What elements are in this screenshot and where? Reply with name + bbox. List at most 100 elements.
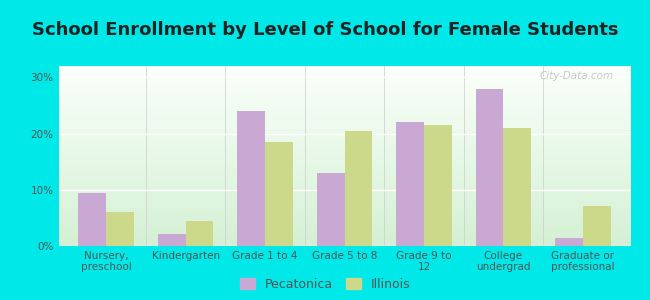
Bar (58, 206, 630, 208)
Bar (58, 93, 630, 95)
Bar (58, 106, 630, 107)
Bar (58, 120, 630, 122)
Bar (58, 176, 630, 178)
Bar (58, 181, 630, 183)
Bar (58, 66, 630, 68)
Bar (344, 131, 372, 246)
Bar (58, 223, 630, 224)
Bar (58, 71, 630, 73)
Bar (58, 185, 630, 187)
Bar (58, 142, 630, 143)
Bar (58, 230, 630, 232)
Bar (58, 122, 630, 124)
Bar (58, 244, 630, 246)
Bar (58, 98, 630, 100)
Bar (58, 170, 630, 172)
Legend: Pecatonica, Illinois: Pecatonica, Illinois (240, 278, 410, 291)
Bar (58, 203, 630, 205)
Bar (58, 156, 630, 158)
Bar (58, 109, 630, 111)
Bar (58, 116, 630, 118)
Bar (583, 206, 610, 246)
Bar (58, 86, 630, 88)
Bar (58, 75, 630, 77)
Bar (424, 125, 452, 246)
Bar (58, 111, 630, 113)
Bar (158, 234, 186, 246)
Bar (58, 241, 630, 242)
Bar (58, 134, 630, 136)
Bar (58, 215, 630, 217)
Bar (58, 118, 630, 120)
Bar (58, 127, 630, 129)
Bar (58, 233, 630, 235)
Bar (58, 77, 630, 79)
Bar (58, 221, 630, 223)
Bar (58, 163, 630, 165)
Bar (58, 188, 630, 190)
Bar (58, 125, 630, 127)
Bar (58, 226, 630, 228)
Bar (79, 193, 106, 246)
Bar (58, 199, 630, 201)
Bar (58, 178, 630, 179)
Bar (58, 160, 630, 161)
Bar (58, 145, 630, 147)
Bar (58, 89, 630, 91)
Bar (58, 84, 630, 86)
Bar (58, 167, 630, 169)
Bar (58, 232, 630, 233)
Bar (503, 128, 531, 246)
Bar (58, 82, 630, 84)
Bar (58, 149, 630, 151)
Bar (58, 190, 630, 192)
Bar (58, 138, 630, 140)
Bar (58, 210, 630, 212)
Bar (58, 136, 630, 138)
Bar (58, 201, 630, 203)
Bar (58, 197, 630, 199)
Bar (58, 104, 630, 106)
Bar (58, 124, 630, 125)
Bar (58, 73, 630, 75)
Bar (58, 115, 630, 116)
Bar (58, 208, 630, 210)
Bar (58, 102, 630, 104)
Bar (58, 143, 630, 145)
Text: City-Data.com: City-Data.com (540, 71, 614, 81)
Bar (58, 214, 630, 215)
Bar (58, 147, 630, 149)
Bar (58, 133, 630, 134)
Bar (58, 187, 630, 188)
Bar (58, 239, 630, 241)
Bar (58, 172, 630, 174)
Bar (58, 179, 630, 181)
Bar (58, 242, 630, 244)
Bar (265, 142, 293, 246)
Bar (58, 79, 630, 80)
Bar (58, 237, 630, 239)
Bar (58, 228, 630, 230)
Bar (58, 131, 630, 133)
Text: School Enrollment by Level of School for Female Students: School Enrollment by Level of School for… (32, 21, 618, 39)
Bar (58, 97, 630, 98)
Bar (58, 91, 630, 93)
Bar (58, 95, 630, 97)
Bar (58, 151, 630, 152)
Bar (58, 152, 630, 154)
Bar (58, 129, 630, 131)
Bar (58, 217, 630, 219)
Bar (58, 158, 630, 160)
Bar (58, 165, 630, 167)
Bar (58, 70, 630, 71)
Bar (317, 173, 345, 246)
Bar (555, 238, 583, 246)
Bar (58, 107, 630, 109)
Bar (106, 212, 134, 246)
Bar (58, 192, 630, 194)
Bar (58, 140, 630, 142)
Bar (58, 88, 630, 89)
Bar (237, 111, 265, 246)
Bar (58, 205, 630, 206)
Bar (58, 161, 630, 163)
